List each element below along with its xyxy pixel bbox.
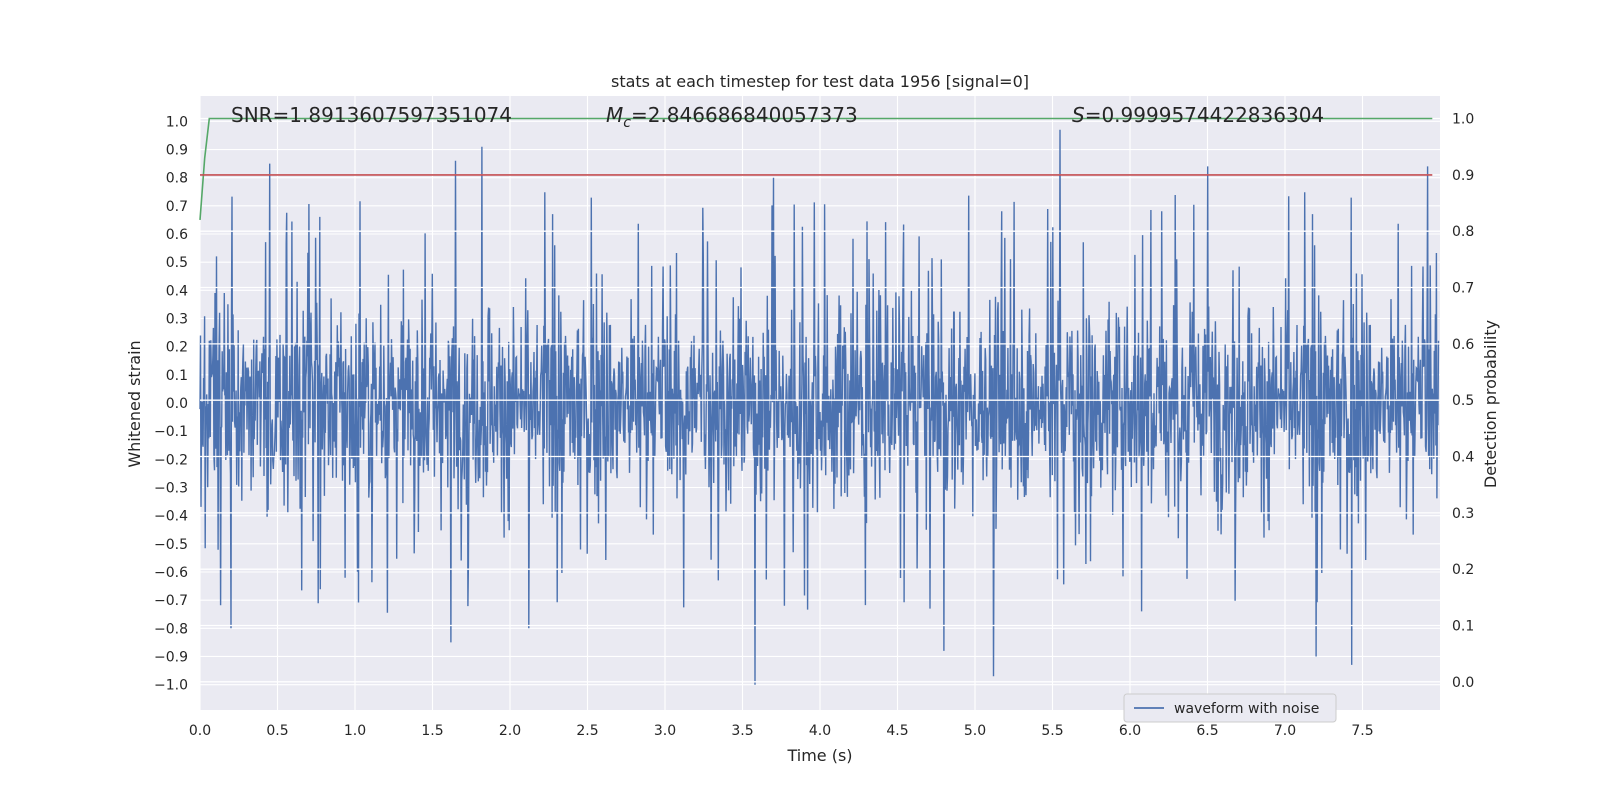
right-y-tick-label: 0.8 [1452, 224, 1474, 240]
x-tick-label: 5.0 [964, 723, 986, 739]
left-y-tick-label: −0.5 [154, 537, 188, 553]
x-tick-label: 6.5 [1196, 723, 1218, 739]
x-tick-label: 3.0 [654, 723, 676, 739]
x-tick-label: 7.0 [1274, 723, 1296, 739]
x-axis-label: Time (s) [786, 746, 852, 765]
left-y-tick-label: 0.3 [166, 312, 188, 328]
x-tick-label: 5.5 [1041, 723, 1063, 739]
left-y-tick-label: 0.4 [166, 283, 188, 299]
right-y-tick-label: 0.1 [1452, 619, 1474, 635]
chirp-mass-subscript: c [623, 115, 631, 131]
detection-probability-line [199, 117, 1433, 220]
right-y-axis-label: Detection probability [1481, 320, 1500, 488]
right-y-tick-label: 0.0 [1452, 675, 1474, 691]
legend-label: waveform with noise [1174, 701, 1319, 717]
waveform-line [199, 129, 1440, 685]
x-tick-label: 1.5 [421, 723, 443, 739]
right-y-tick-label: 0.5 [1452, 393, 1474, 409]
left-y-tick-label: −0.9 [154, 649, 188, 665]
right-y-tick-label: 0.4 [1452, 450, 1474, 466]
statistic-value: =0.9999574422836304 [1085, 103, 1324, 127]
x-tick-label: 4.5 [886, 723, 908, 739]
left-y-tick-label: −0.8 [154, 621, 188, 637]
x-tick-label: 2.0 [499, 723, 521, 739]
left-y-tick-label: 0.8 [166, 171, 188, 187]
left-y-tick-label: 1.0 [166, 114, 188, 130]
left-y-tick-label: 0.0 [166, 396, 188, 412]
left-y-tick-label: −0.3 [154, 480, 188, 496]
right-y-axis-ticks: 0.0 0.1 0.2 0.3 0.4 0.5 0.6 0.7 0.8 0.9 1.0 [1452, 112, 1474, 691]
chirp-mass-symbol: M [606, 103, 623, 127]
left-y-axis-label: Whitened strain [125, 340, 144, 467]
left-y-tick-label: 0.1 [166, 368, 188, 384]
statistic-annotation: S=0.9999574422836304 [1072, 103, 1324, 127]
x-tick-label: 3.5 [731, 723, 753, 739]
left-y-tick-label: 0.7 [166, 199, 188, 215]
x-tick-label: 4.0 [809, 723, 831, 739]
x-tick-label: 1.0 [344, 723, 366, 739]
right-y-tick-label: 1.0 [1452, 112, 1474, 128]
right-y-tick-label: 0.2 [1452, 562, 1474, 578]
x-tick-label: 7.5 [1351, 723, 1373, 739]
right-y-tick-label: 0.9 [1452, 168, 1474, 184]
right-y-tick-label: 0.7 [1452, 281, 1474, 297]
legend-box [1123, 693, 1337, 723]
left-y-tick-label: −0.6 [154, 565, 188, 581]
x-tick-label: 0.5 [266, 723, 288, 739]
left-y-tick-label: −1.0 [154, 678, 188, 694]
right-y-tick-label: 0.6 [1452, 337, 1474, 353]
legend: waveform with noise [1123, 693, 1337, 723]
x-tick-label: 2.5 [576, 723, 598, 739]
x-tick-label: 6.0 [1119, 723, 1141, 739]
x-axis-ticks: 0.0 0.5 1.0 1.5 2.0 2.5 3.0 3.5 4.0 4.5 5.0 5.5 6.0 6… [189, 723, 1374, 739]
statistic-symbol: S [1072, 103, 1085, 127]
right-y-tick-label: 0.3 [1452, 506, 1474, 522]
chirp-mass-value: =2.846686840057373 [631, 103, 858, 127]
probability-series [199, 117, 1433, 220]
left-y-axis-ticks: −1.0 −0.9 −0.8 −0.7 −0.6 −0.5 −0.4 −0.3 −0.2 −0.1… [154, 114, 188, 693]
left-y-tick-label: 0.6 [166, 227, 188, 243]
left-y-tick-label: 0.5 [166, 255, 188, 271]
left-y-tick-label: −0.2 [154, 452, 188, 468]
left-y-tick-label: −0.1 [154, 424, 188, 440]
waveform-series [199, 129, 1440, 685]
chirp-mass-annotation: Mc=2.846686840057373 [606, 103, 858, 131]
left-y-tick-label: 0.2 [166, 340, 188, 356]
left-y-tick-label: −0.7 [154, 593, 188, 609]
chart-title: stats at each timestep for test data 195… [611, 72, 1029, 91]
left-y-tick-label: 0.9 [166, 143, 188, 159]
x-tick-label: 0.0 [189, 723, 211, 739]
snr-annotation: SNR=1.8913607597351074 [231, 103, 512, 127]
left-y-tick-label: −0.4 [154, 509, 188, 525]
